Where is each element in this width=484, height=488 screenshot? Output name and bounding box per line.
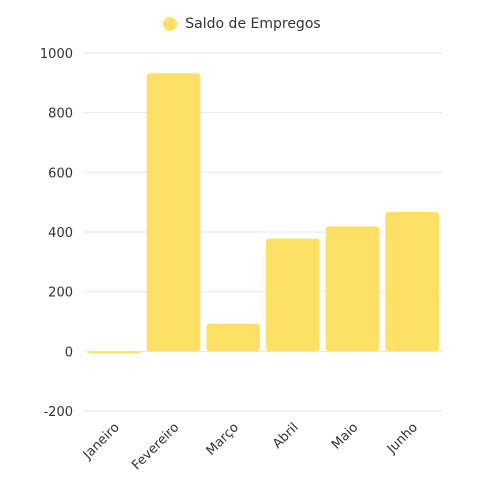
y-tick-label: -200 [43,405,73,420]
legend-label: Saldo de Empregos [185,16,321,32]
y-tick-label: 1000 [40,47,73,62]
bar-março[interactable] [206,323,260,352]
x-tick-label: Maio [329,420,361,452]
bar-junho[interactable] [385,212,439,352]
x-tick-label: Junho [384,420,421,457]
y-tick-label: 0 [65,345,73,360]
y-tick-label: 800 [48,107,73,122]
x-tick-label: Abril [270,420,302,452]
y-tick-label: 400 [48,226,73,241]
bar-maio[interactable] [325,226,380,352]
x-tick-label: Fevereiro [129,420,182,473]
bar-abril[interactable] [266,238,320,352]
y-tick-label: 200 [48,286,73,301]
legend-swatch [163,17,178,31]
x-tick-label: Janeiro [80,420,123,463]
x-tick-label: Março [204,420,242,458]
bar-janeiro[interactable] [87,351,141,354]
y-tick-label: 600 [48,166,73,181]
bar-fevereiro[interactable] [146,73,201,352]
legend: Saldo de Empregos [0,16,484,32]
